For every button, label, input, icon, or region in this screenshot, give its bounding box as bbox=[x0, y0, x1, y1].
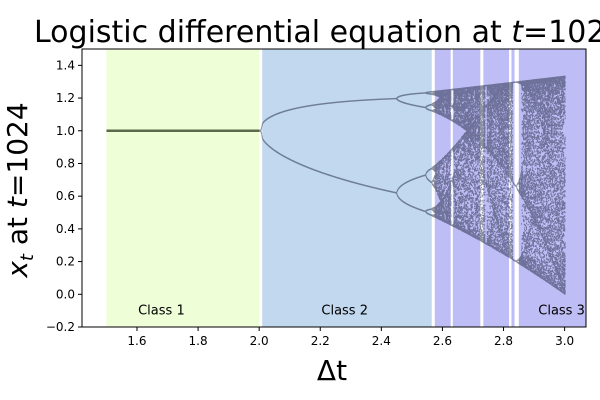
plot-frame bbox=[81, 48, 587, 328]
region-label: Class 2 bbox=[321, 304, 368, 319]
x-tick-label: 2.8 bbox=[494, 334, 513, 348]
y-tick-label: −0.2 bbox=[46, 320, 75, 334]
class-region bbox=[434, 49, 451, 327]
y-tick-label: 0.6 bbox=[56, 189, 75, 203]
x-axis-ticks: 1.6 1.8 2.0 2.2 2.4 2.6 2.8 3.0 bbox=[127, 327, 574, 348]
class-region bbox=[262, 49, 432, 327]
x-tick-label: 2.2 bbox=[311, 334, 330, 348]
region-labels: Class 1 Class 2 Class 3 bbox=[138, 304, 585, 319]
class-region bbox=[511, 49, 515, 327]
x-tick-label: 1.8 bbox=[189, 334, 208, 348]
y-axis-title: xt at t=1024 bbox=[1, 102, 38, 278]
chart-title: Logistic differential equation at t=1024 bbox=[34, 15, 600, 50]
bifurcation-scatter bbox=[106, 75, 566, 295]
x-tick-label: 2.4 bbox=[372, 334, 391, 348]
y-tick-label: 1.4 bbox=[56, 58, 75, 72]
class-regions bbox=[106, 49, 586, 327]
x-axis-title: Δt bbox=[317, 354, 347, 387]
y-tick-label: 1.0 bbox=[56, 124, 75, 138]
x-tick-label: 3.0 bbox=[555, 334, 574, 348]
class-region bbox=[106, 49, 260, 327]
y-tick-label: 1.2 bbox=[56, 91, 75, 105]
x-tick-label: 2.0 bbox=[250, 334, 269, 348]
x-tick-label: 1.6 bbox=[127, 334, 146, 348]
y-tick-label: 0.0 bbox=[56, 287, 75, 301]
y-tick-label: 0.4 bbox=[56, 222, 75, 236]
bifurcation-points bbox=[259, 75, 566, 295]
region-label: Class 1 bbox=[138, 304, 185, 319]
y-tick-label: 0.2 bbox=[56, 255, 75, 269]
x-tick-label: 2.6 bbox=[433, 334, 452, 348]
y-tick-label: 0.8 bbox=[56, 156, 75, 170]
y-axis-ticks: −0.2 0.0 0.2 0.4 0.6 0.8 1.0 1.2 1.4 bbox=[46, 58, 82, 334]
region-label: Class 3 bbox=[538, 304, 585, 319]
